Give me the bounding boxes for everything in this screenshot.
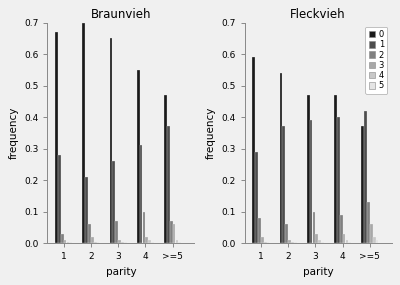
Bar <box>364 111 367 243</box>
Bar <box>91 237 94 243</box>
Bar <box>55 32 58 243</box>
Bar <box>285 224 288 243</box>
Bar <box>261 237 264 243</box>
Bar <box>170 221 172 243</box>
Bar <box>94 241 96 243</box>
Bar <box>61 234 64 243</box>
Bar <box>340 215 342 243</box>
Bar <box>346 240 348 243</box>
Bar <box>176 240 178 243</box>
Bar <box>252 57 255 243</box>
Legend: 0, 1, 2, 3, 4, 5: 0, 1, 2, 3, 4, 5 <box>366 27 388 93</box>
Bar <box>367 202 370 243</box>
Bar <box>282 127 285 243</box>
Bar <box>146 237 148 243</box>
Y-axis label: frequency: frequency <box>206 107 216 159</box>
Bar <box>118 240 121 243</box>
Bar <box>164 95 167 243</box>
Bar <box>376 240 378 243</box>
Bar <box>85 177 88 243</box>
Bar <box>143 211 145 243</box>
Bar <box>82 23 85 243</box>
Bar <box>321 241 324 243</box>
Bar <box>115 221 118 243</box>
Bar <box>58 155 61 243</box>
Title: Fleckvieh: Fleckvieh <box>290 8 346 21</box>
Bar <box>151 241 154 243</box>
Bar <box>258 218 261 243</box>
X-axis label: parity: parity <box>106 267 136 277</box>
Bar <box>343 234 346 243</box>
Bar <box>264 241 266 243</box>
Bar <box>137 70 140 243</box>
Bar <box>255 152 258 243</box>
Bar <box>334 95 337 243</box>
Bar <box>121 241 124 243</box>
Bar <box>291 241 294 243</box>
Bar <box>167 127 170 243</box>
Bar <box>66 241 69 243</box>
Bar <box>361 127 364 243</box>
Bar <box>64 240 66 243</box>
Bar <box>140 145 142 243</box>
Bar <box>318 240 321 243</box>
Bar <box>280 73 282 243</box>
Bar <box>373 237 376 243</box>
Bar <box>112 161 115 243</box>
Bar <box>307 95 310 243</box>
Bar <box>316 234 318 243</box>
Bar <box>310 120 312 243</box>
Bar <box>348 241 351 243</box>
Title: Braunvieh: Braunvieh <box>91 8 151 21</box>
Bar <box>312 211 315 243</box>
X-axis label: parity: parity <box>303 267 334 277</box>
Bar <box>288 240 291 243</box>
Bar <box>173 224 176 243</box>
Bar <box>88 224 91 243</box>
Bar <box>110 38 112 243</box>
Bar <box>178 241 181 243</box>
Bar <box>370 224 373 243</box>
Y-axis label: frequency: frequency <box>8 107 18 159</box>
Bar <box>337 117 340 243</box>
Bar <box>148 240 151 243</box>
